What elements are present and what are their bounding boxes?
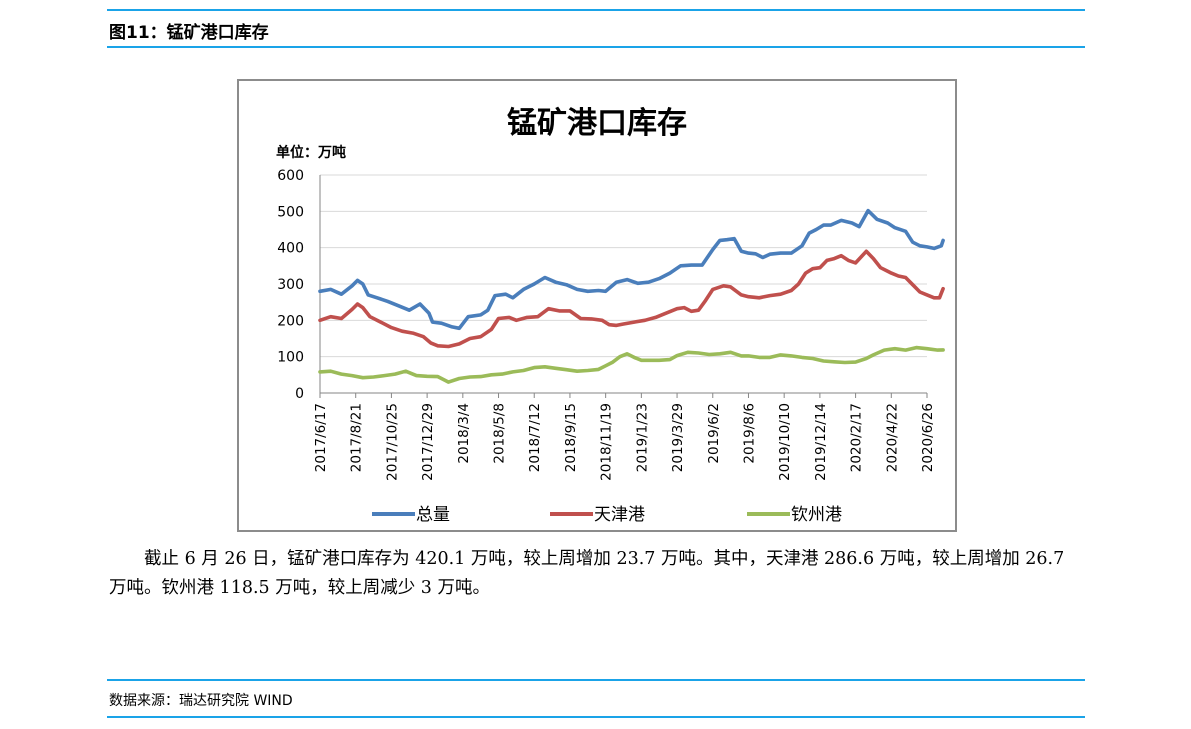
y-tick-label: 0 <box>295 386 304 402</box>
x-tick-label: 2020/6/26 <box>920 403 936 472</box>
chart-title: 锰矿港口库存 <box>507 106 687 141</box>
series-lines <box>318 208 945 384</box>
gridlines <box>320 174 927 358</box>
series-line <box>318 208 945 331</box>
x-tick-label: 2018/5/8 <box>492 403 508 464</box>
series-line <box>318 345 945 384</box>
header-rule-top <box>107 9 1085 11</box>
summary-paragraph: 截止 6 月 26 日，锰矿港口库存为 420.1 万吨，较上周增加 23.7 … <box>109 549 1065 598</box>
axes: 0 100 200 300 400 500 600 2017/6/17 2017/8/21 201… <box>277 168 936 481</box>
chart-svg: 锰矿港口库存 单位：万吨 0 100 200 300 400 500 600 2017/6/1… <box>276 106 945 525</box>
unit-label: 单位：万吨 <box>276 144 346 161</box>
x-tick-label: 2019/10/10 <box>777 403 793 481</box>
y-tick-label: 500 <box>277 204 304 220</box>
x-tick-label: 2019/12/14 <box>813 403 829 481</box>
header-rule-bottom <box>107 46 1085 48</box>
legend-label: 钦州港 <box>791 505 842 525</box>
x-tick-label: 2017/8/21 <box>349 403 365 472</box>
x-tick-label: 2020/4/22 <box>884 403 900 472</box>
x-tick-label: 2020/2/17 <box>849 403 865 472</box>
y-tick-label: 400 <box>277 241 304 257</box>
x-tick-label: 2018/9/15 <box>563 403 579 472</box>
source-rule-top <box>107 679 1085 681</box>
legend-label: 总量 <box>416 505 450 525</box>
legend: 总量 天津港 钦州港 <box>372 505 842 525</box>
x-tick-label: 2017/6/17 <box>313 403 329 472</box>
y-tick-label: 200 <box>277 313 304 329</box>
x-tick-label: 2018/7/12 <box>527 403 543 472</box>
x-tick-label: 2017/12/29 <box>420 403 436 481</box>
y-tick-label: 300 <box>277 277 304 293</box>
source-note: 数据来源：瑞达研究院 WIND <box>109 693 293 709</box>
x-tick-label: 2019/1/23 <box>634 403 650 472</box>
y-tick-label: 100 <box>277 350 304 366</box>
x-tick-label: 2019/8/6 <box>741 403 757 464</box>
x-tick-label: 2018/3/4 <box>456 403 472 464</box>
x-tick-label: 2019/3/29 <box>670 403 686 472</box>
y-tick-label: 600 <box>277 168 304 184</box>
x-tick-label: 2018/11/19 <box>599 403 615 481</box>
figure-header: 图11：锰矿港口库存 <box>109 23 269 43</box>
source-rule-bottom <box>107 716 1085 718</box>
chart-frame: 锰矿港口库存 单位：万吨 0 100 200 300 400 500 600 2017/6/1… <box>237 79 957 532</box>
legend-label: 天津港 <box>594 505 645 525</box>
x-tick-label: 2017/10/25 <box>384 403 400 481</box>
x-tick-label: 2019/6/2 <box>706 403 722 464</box>
series-line <box>318 249 945 349</box>
